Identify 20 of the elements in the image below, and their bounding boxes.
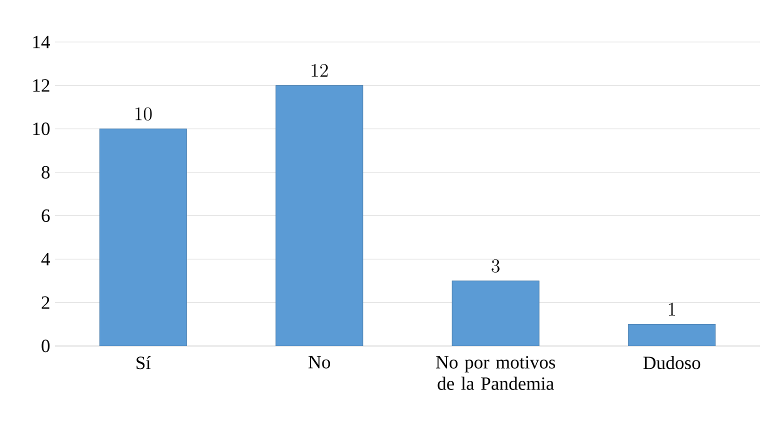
y-tick-label: 4 <box>41 252 50 266</box>
x-tick-label: No <box>308 356 330 368</box>
x-tick-label: Dudoso <box>643 356 700 370</box>
x-tick-label: No por motivos de la Pandemia <box>436 356 556 390</box>
x-tick-label: Sí <box>136 356 151 370</box>
data-label: 12 <box>312 64 328 77</box>
bar <box>628 324 716 346</box>
bar <box>99 128 187 346</box>
y-tick-label: 8 <box>42 166 50 179</box>
y-tick-label: 2 <box>42 296 50 309</box>
bar <box>276 85 364 346</box>
data-label: 10 <box>135 107 152 121</box>
y-tick-label: 12 <box>33 79 50 92</box>
data-label: 1 <box>668 302 676 316</box>
y-tick-label: 14 <box>33 36 50 48</box>
y-tick-label: 0 <box>42 340 50 352</box>
y-tick-label: 6 <box>42 209 50 222</box>
y-tick-label: 10 <box>33 122 50 136</box>
bar <box>452 280 540 346</box>
data-label: 3 <box>492 259 500 273</box>
